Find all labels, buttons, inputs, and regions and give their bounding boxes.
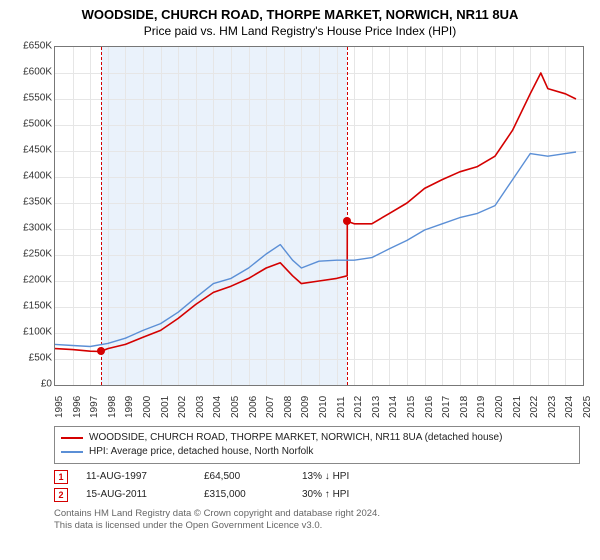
series-line-hpi — [55, 152, 576, 347]
y-axis-label: £600K — [10, 66, 52, 77]
y-axis-label: £400K — [10, 170, 52, 181]
series-line-prop — [55, 73, 576, 352]
footnote: Contains HM Land Registry data © Crown c… — [54, 508, 580, 534]
y-axis-label: £100K — [10, 326, 52, 337]
event-date: 11-AUG-1997 — [86, 471, 186, 482]
legend-swatch-prop — [61, 437, 83, 439]
event-date: 15-AUG-2011 — [86, 489, 186, 500]
event-point-1 — [97, 347, 105, 355]
page-subtitle: Price paid vs. HM Land Registry's House … — [10, 24, 590, 38]
y-axis-label: £0 — [10, 378, 52, 389]
event-row: 1 11-AUG-1997 £64,500 13% ↓ HPI — [54, 468, 580, 486]
plot-inner: 12 — [55, 47, 583, 385]
legend-label-hpi: HPI: Average price, detached house, Nort… — [89, 445, 313, 459]
events-table: 1 11-AUG-1997 £64,500 13% ↓ HPI 2 15-AUG… — [54, 468, 580, 504]
plot-area: 12 — [54, 46, 584, 386]
y-axis-label: £200K — [10, 274, 52, 285]
event-price: £315,000 — [204, 489, 284, 500]
price-chart: 12 £0 £50K £100K £150K £200K £250K £300K £350K £… — [10, 42, 590, 422]
event-badge-1: 1 — [54, 470, 68, 484]
y-axis-label: £350K — [10, 196, 52, 207]
footnote-line: Contains HM Land Registry data © Crown c… — [54, 508, 580, 521]
event-badge-2: 2 — [54, 488, 68, 502]
page-title: WOODSIDE, CHURCH ROAD, THORPE MARKET, NO… — [10, 6, 590, 24]
y-axis-label: £450K — [10, 144, 52, 155]
y-axis-label: £300K — [10, 222, 52, 233]
event-row: 2 15-AUG-2011 £315,000 30% ↑ HPI — [54, 486, 580, 504]
event-pct: 13% ↓ HPI — [302, 471, 412, 482]
y-axis-label: £150K — [10, 300, 52, 311]
legend-row: WOODSIDE, CHURCH ROAD, THORPE MARKET, NO… — [61, 431, 573, 445]
legend: WOODSIDE, CHURCH ROAD, THORPE MARKET, NO… — [54, 426, 580, 464]
event-point-2 — [343, 217, 351, 225]
y-axis-label: £550K — [10, 92, 52, 103]
event-pct: 30% ↑ HPI — [302, 489, 412, 500]
y-axis-label: £250K — [10, 248, 52, 259]
y-axis-label: £500K — [10, 118, 52, 129]
event-price: £64,500 — [204, 471, 284, 482]
footnote-line: This data is licensed under the Open Gov… — [54, 520, 580, 533]
x-axis-label: 2025 — [582, 395, 600, 417]
legend-swatch-hpi — [61, 451, 83, 453]
legend-row: HPI: Average price, detached house, Nort… — [61, 445, 573, 459]
legend-label-prop: WOODSIDE, CHURCH ROAD, THORPE MARKET, NO… — [89, 431, 502, 445]
chart-lines-svg — [55, 47, 583, 385]
y-axis-label: £650K — [10, 40, 52, 51]
y-axis-label: £50K — [10, 352, 52, 363]
